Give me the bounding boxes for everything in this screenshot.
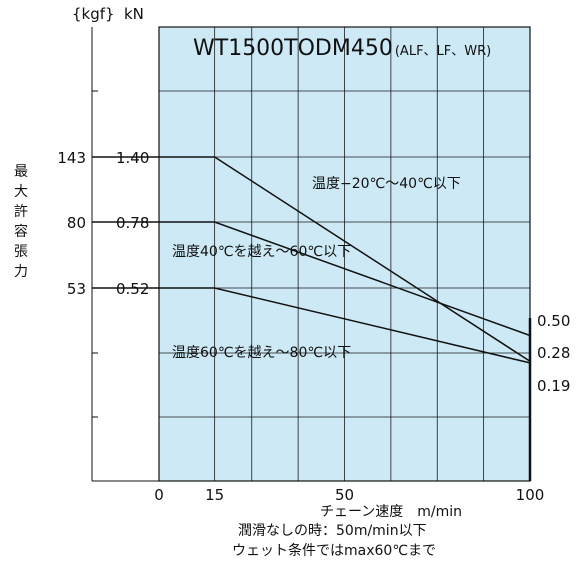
series-line-2: [159, 287, 531, 364]
y-axis-label: 最大許容張力: [14, 164, 28, 280]
unit-kgf: {kgf}: [72, 5, 115, 23]
end-label-2: 0.19: [537, 377, 570, 395]
grid-lines: [158, 27, 531, 481]
end-label-1: 0.28: [537, 344, 570, 362]
x-tick-0: 0: [154, 486, 164, 504]
end-value-labels: 0.50 0.28 0.19: [537, 312, 570, 395]
y-tick-labels: 143 1.40 80 0.78 53 0.52: [57, 149, 149, 298]
chart-title: WT1500TODM450 (ALF、LF、WR): [193, 36, 491, 61]
y-tick-kn-2: 0.52: [116, 280, 149, 298]
series-annotation-1: 温度40℃を越え〜60℃以下: [172, 244, 351, 260]
y-tick-kn-0: 1.40: [116, 149, 149, 167]
series-annotation-0: 温度−20℃〜40℃以下: [312, 176, 461, 192]
series-annotation-2: 温度60℃を越え〜80℃以下: [172, 345, 351, 361]
unit-kn: kN: [124, 5, 144, 23]
end-label-0: 0.50: [537, 312, 570, 330]
y-axis-ticks: [92, 90, 98, 418]
x-tick-3: 100: [516, 486, 545, 504]
y-tick-kn-1: 0.78: [116, 214, 149, 232]
note-1: 潤滑なしの時：50m/min以下: [238, 522, 427, 539]
series-lines: [92, 156, 531, 364]
x-tick-1: 15: [205, 486, 224, 504]
note-2: ウェット条件ではmax60℃まで: [232, 542, 436, 559]
series-line-1: [159, 221, 531, 337]
x-tick-labels: 0 15 50 100: [154, 486, 544, 504]
x-axis-label: チェーン速度 m/min: [320, 504, 462, 520]
y-tick-kgf-0: 143: [57, 149, 86, 167]
y-tick-kgf-1: 80: [67, 214, 86, 232]
chart-title-sub: (ALF、LF、WR): [395, 44, 491, 59]
x-tick-2: 50: [335, 486, 354, 504]
series-line-0: [159, 156, 531, 362]
chart-title-main: WT1500TODM450: [193, 36, 393, 61]
y-tick-kgf-2: 53: [67, 280, 86, 298]
